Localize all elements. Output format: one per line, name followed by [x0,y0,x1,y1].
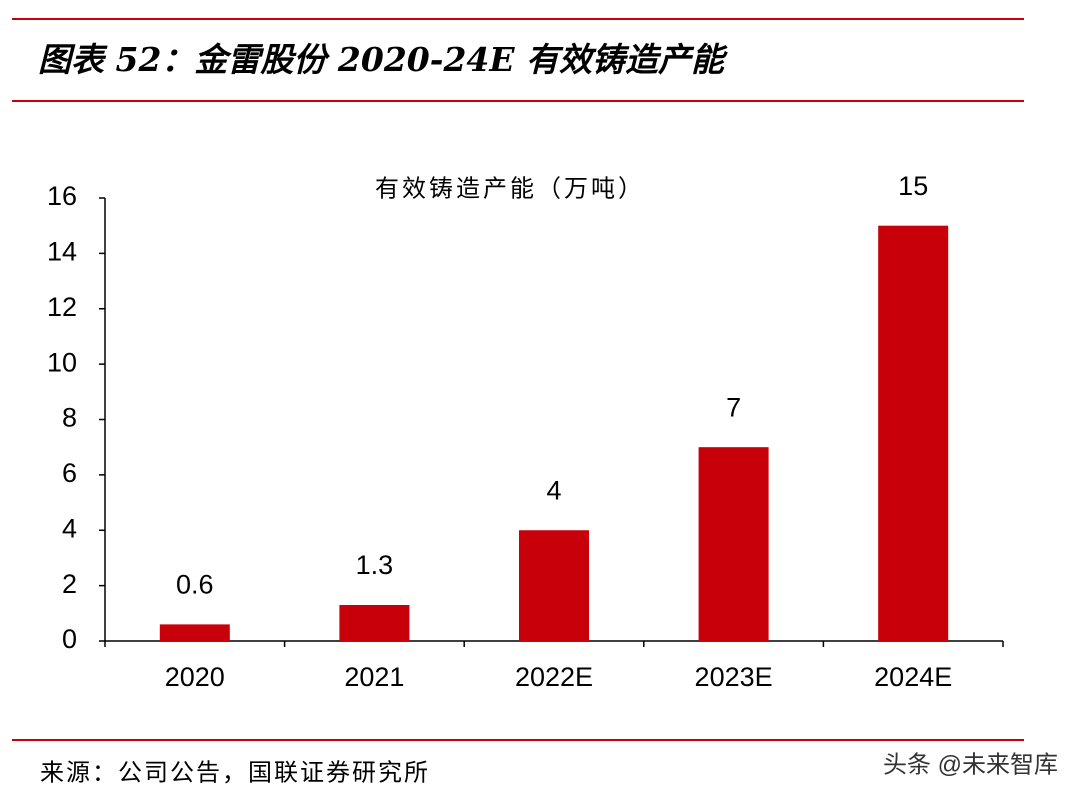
y-tick-label: 6 [62,458,77,488]
y-tick-label: 8 [62,403,77,433]
legend-label: 有效铸造产能（万吨） [375,175,645,202]
bar [339,605,410,641]
value-label: 4 [546,475,561,505]
y-tick-label: 16 [47,181,77,211]
bar [698,447,769,641]
y-tick-label: 12 [47,292,77,322]
value-label: 7 [726,392,741,422]
chart-title: 图表 52：金雷股份 2020-24E 有效铸造产能 [38,40,728,79]
x-tick-label: 2024E [874,662,952,692]
x-tick-label: 2023E [695,662,773,692]
y-tick-label: 14 [47,237,77,267]
value-label: 15 [898,171,928,201]
bar [878,225,949,641]
bar [519,530,589,641]
x-tick-label: 2021 [344,662,404,692]
y-tick-label: 10 [47,347,77,377]
y-tick-label: 0 [62,624,77,654]
value-label: 0.6 [176,570,214,600]
source: 来源：公司公告，国联证券研究所 [40,759,430,786]
bar [159,624,230,641]
y-tick-label: 4 [62,513,77,543]
value-label: 1.3 [356,550,394,580]
watermark: 头条 @未来智库 [883,751,1058,778]
x-tick-label: 2020 [165,662,225,692]
x-tick-label: 2022E [515,662,593,692]
y-tick-label: 2 [62,569,77,599]
